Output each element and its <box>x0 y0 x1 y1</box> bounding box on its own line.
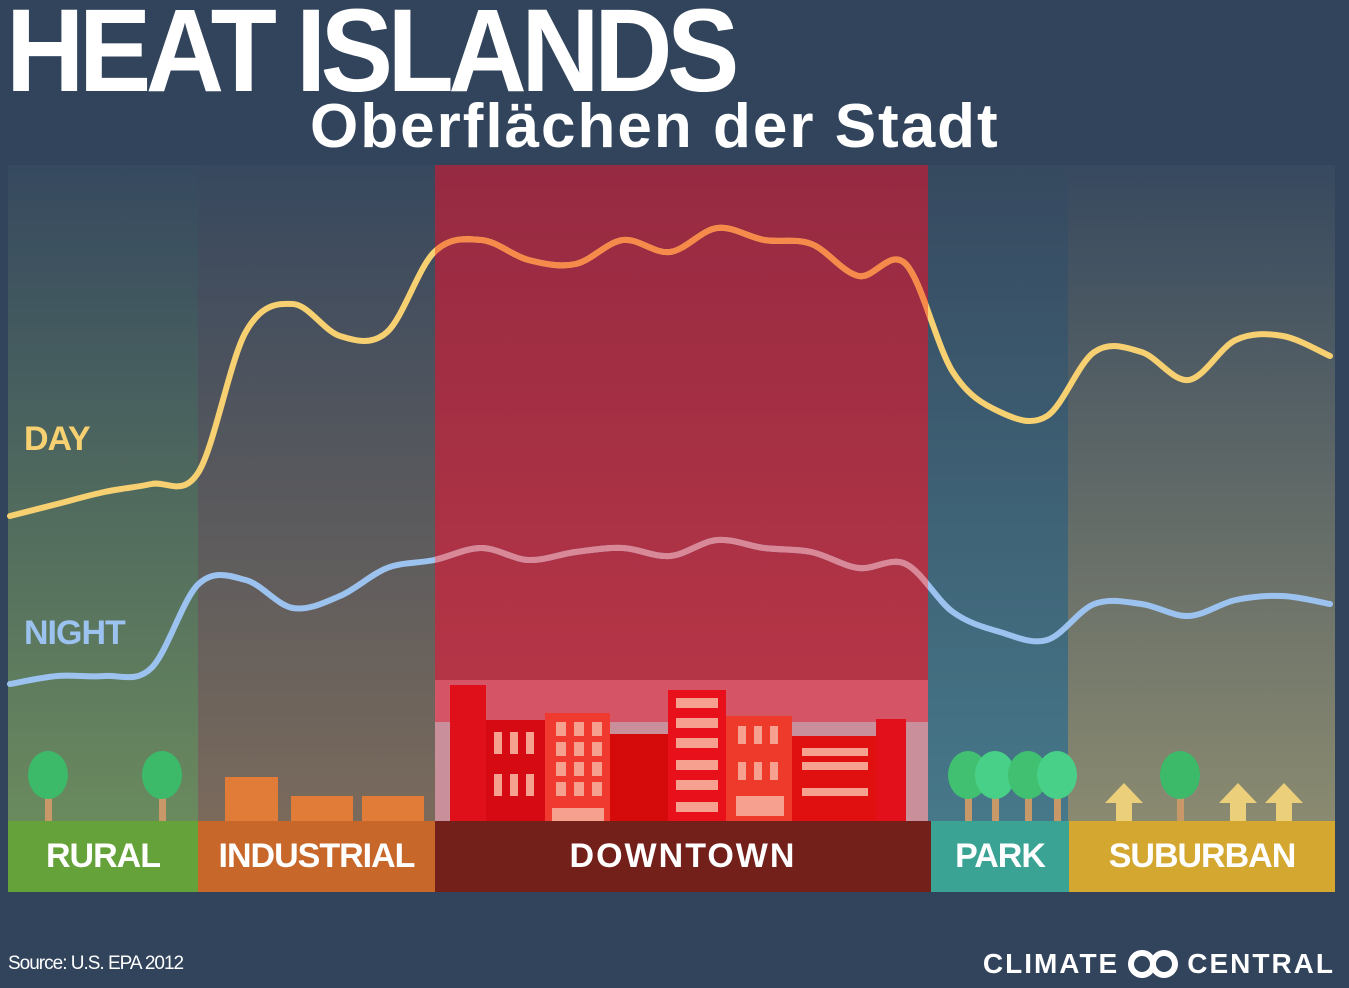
industrial-buildings <box>225 777 424 821</box>
source-note: Source: U.S. EPA 2012 <box>8 953 184 974</box>
tree-icon <box>1160 751 1200 799</box>
zone-bar-industrial <box>198 821 435 892</box>
zone-label-downtown: DOWNTOWN <box>569 836 797 875</box>
tree-icon <box>975 751 1015 799</box>
house-arrows <box>1105 783 1303 821</box>
zone-bg-park <box>928 165 1068 821</box>
brand-left: CLIMATE <box>982 948 1120 979</box>
climate-central-logo: CLIMATE CENTRAL <box>983 948 1335 980</box>
zone-label-suburban: SUBURBAN <box>1108 836 1297 875</box>
zone-label-industrial: INDUSTRIAL <box>218 836 416 875</box>
tree-icon <box>1037 751 1077 799</box>
zone-label-rural: RURAL <box>46 836 161 875</box>
zone-bg-industrial <box>198 165 435 821</box>
brand-right: CENTRAL <box>1187 948 1335 979</box>
tree-icon <box>142 751 182 799</box>
day-line-downtown-segment <box>435 224 928 321</box>
page-subtitle: Oberflächen der Stadt <box>310 92 1000 161</box>
trees <box>28 751 1200 821</box>
zone-bar-downtown <box>435 821 931 892</box>
tree-icon <box>28 751 68 799</box>
zone-bar-suburban <box>1069 821 1335 892</box>
page-title: HEAT ISLANDS <box>6 0 739 117</box>
downtown-buildings <box>450 685 906 821</box>
tree-icon <box>1008 751 1048 799</box>
legend-night: NIGHT <box>24 614 126 652</box>
zone-bg-suburban <box>1068 165 1335 821</box>
legend-day: DAY <box>24 420 91 458</box>
climate-central-logo-icon <box>1128 950 1179 978</box>
zone-bar-rural <box>8 821 198 892</box>
night-line-downtown-segment <box>435 536 928 590</box>
zone-bar-park <box>931 821 1069 892</box>
zone-label-park: PARK <box>955 836 1046 875</box>
